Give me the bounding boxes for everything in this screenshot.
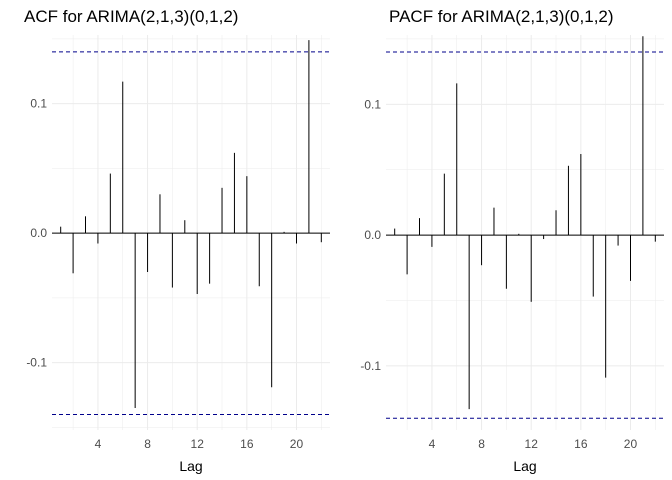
- acf-y-tick-label: 0.1: [30, 97, 47, 111]
- pacf-x-tick-label: 8: [478, 437, 485, 451]
- pacf-panel: PACF for ARIMA(2,1,3)(0,1,2) Lag 4 8 12 16 2…: [360, 7, 664, 474]
- pacf-title: PACF for ARIMA(2,1,3)(0,1,2): [389, 7, 614, 26]
- acf-x-tick-label: 8: [144, 437, 151, 451]
- pacf-y-tick-label: 0.1: [364, 97, 381, 111]
- acf-spikes: [60, 40, 322, 408]
- pacf-x-tick-label: 12: [525, 437, 539, 451]
- acf-y-tick-label: 0.0: [30, 226, 47, 240]
- pacf-y-tick-label: -0.1: [360, 359, 381, 373]
- acf-x-tick-label: 16: [240, 437, 254, 451]
- pacf-x-tick-label: 4: [429, 437, 436, 451]
- pacf-x-axis-title: Lag: [513, 458, 536, 474]
- pacf-spikes: [394, 36, 656, 410]
- acf-y-tick-label: -0.1: [26, 356, 47, 370]
- pacf-x-tick-label: 16: [574, 437, 588, 451]
- pacf-grid: [386, 35, 664, 430]
- pacf-x-tick-label: 20: [624, 437, 638, 451]
- acf-title: ACF for ARIMA(2,1,3)(0,1,2): [24, 7, 238, 26]
- acf-x-tick-label: 20: [290, 437, 304, 451]
- acf-panel: ACF for ARIMA(2,1,3)(0,1,2) Lag 4 8 12 16 20…: [24, 7, 330, 474]
- acf-x-tick-label: 4: [95, 437, 102, 451]
- acf-x-axis-title: Lag: [179, 458, 202, 474]
- pacf-y-tick-label: 0.0: [364, 228, 381, 242]
- acf-grid: [52, 35, 330, 430]
- acf-x-tick-label: 12: [191, 437, 205, 451]
